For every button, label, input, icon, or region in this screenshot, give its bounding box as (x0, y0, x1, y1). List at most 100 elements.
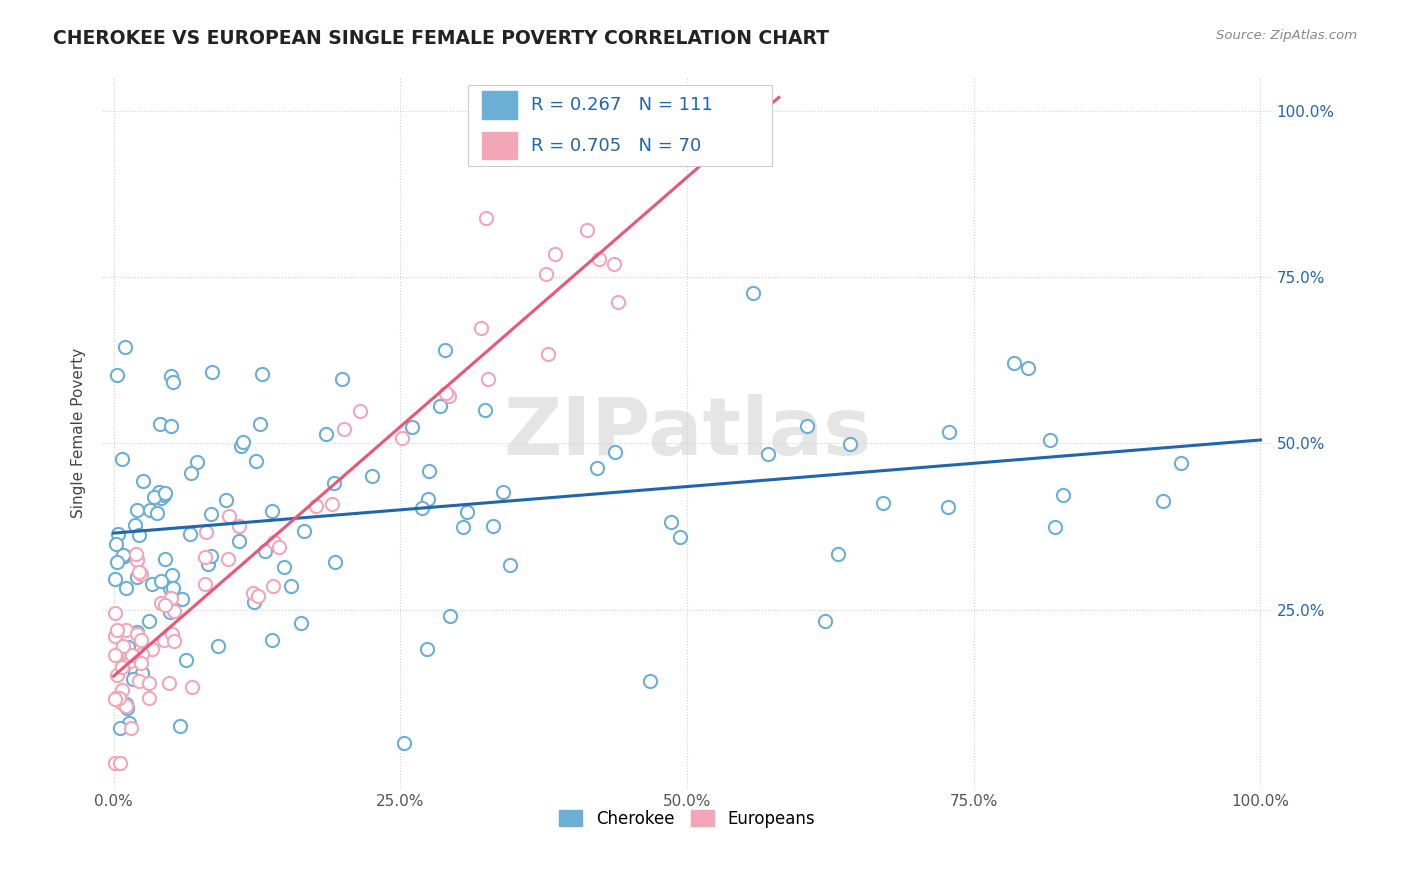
Point (125, 503, 148, 517)
Point (218, 508, 240, 523)
Point (304, 499, 326, 513)
FancyBboxPatch shape (468, 85, 772, 167)
Point (245, 453, 267, 467)
Point (160, 627, 183, 641)
Point (181, 680, 204, 694)
Point (118, 654, 141, 668)
Point (176, 653, 198, 667)
Point (267, 540, 290, 554)
Point (742, 285, 765, 300)
Point (117, 640, 139, 654)
Point (262, 504, 284, 518)
Point (141, 577, 163, 591)
Point (149, 491, 172, 505)
Point (105, 555, 128, 569)
Point (200, 549, 222, 563)
Point (537, 347, 560, 361)
Point (127, 627, 149, 641)
Point (104, 692, 127, 706)
Point (434, 386, 457, 401)
Legend: Cherokee, Europeans: Cherokee, Europeans (553, 803, 821, 834)
Point (814, 615, 837, 629)
Point (194, 577, 217, 591)
Point (115, 697, 138, 711)
Point (128, 527, 150, 541)
Point (756, 447, 779, 461)
Point (418, 491, 440, 506)
Point (127, 570, 149, 584)
Point (796, 418, 818, 433)
Point (1052, 488, 1074, 502)
Point (125, 553, 148, 567)
Point (105, 648, 128, 663)
Point (588, 252, 610, 266)
Point (180, 466, 202, 480)
Point (162, 582, 184, 596)
Point (1152, 493, 1174, 508)
Point (482, 518, 505, 533)
Point (416, 641, 439, 656)
Point (162, 375, 184, 389)
Point (160, 568, 183, 582)
Point (169, 719, 191, 733)
Point (124, 517, 146, 532)
Point (138, 690, 160, 705)
Point (108, 756, 131, 770)
Point (149, 596, 172, 610)
Point (111, 451, 134, 466)
Point (217, 552, 239, 566)
Point (1039, 433, 1062, 447)
Y-axis label: Single Female Poverty: Single Female Poverty (72, 348, 86, 518)
Point (142, 490, 165, 504)
Point (228, 518, 250, 533)
Point (938, 425, 960, 440)
Point (330, 372, 353, 386)
Point (249, 417, 271, 431)
Point (250, 367, 273, 381)
Point (194, 549, 217, 564)
Point (437, 389, 460, 403)
Point (602, 257, 624, 271)
Point (638, 674, 661, 689)
Point (475, 211, 498, 225)
Point (146, 506, 169, 520)
Point (332, 422, 354, 436)
Point (153, 486, 176, 500)
Point (153, 632, 176, 647)
Point (1002, 356, 1025, 370)
Point (124, 665, 146, 680)
Point (273, 560, 295, 574)
Point (111, 659, 134, 673)
Point (159, 582, 181, 596)
Point (149, 574, 172, 588)
Point (606, 295, 628, 310)
Point (163, 604, 186, 618)
Point (114, 340, 136, 354)
Point (263, 534, 285, 549)
Point (125, 625, 148, 640)
Point (936, 500, 959, 515)
Point (323, 475, 346, 490)
Point (132, 474, 155, 488)
Point (160, 591, 183, 606)
Point (586, 461, 609, 475)
Point (153, 551, 176, 566)
Point (104, 572, 127, 586)
Point (215, 492, 238, 507)
Point (197, 557, 219, 571)
Point (104, 756, 127, 770)
Point (179, 527, 201, 541)
Point (141, 642, 163, 657)
Point (247, 589, 270, 603)
Point (107, 368, 129, 383)
Point (872, 496, 894, 510)
Point (138, 676, 160, 690)
Point (128, 673, 150, 688)
Point (121, 672, 143, 686)
Text: CHEROKEE VS EUROPEAN SINGLE FEMALE POVERTY CORRELATION CHART: CHEROKEE VS EUROPEAN SINGLE FEMALE POVER… (53, 29, 830, 47)
Point (108, 721, 131, 735)
Point (207, 640, 229, 654)
Point (1043, 520, 1066, 534)
Point (112, 548, 135, 562)
Point (159, 627, 181, 641)
